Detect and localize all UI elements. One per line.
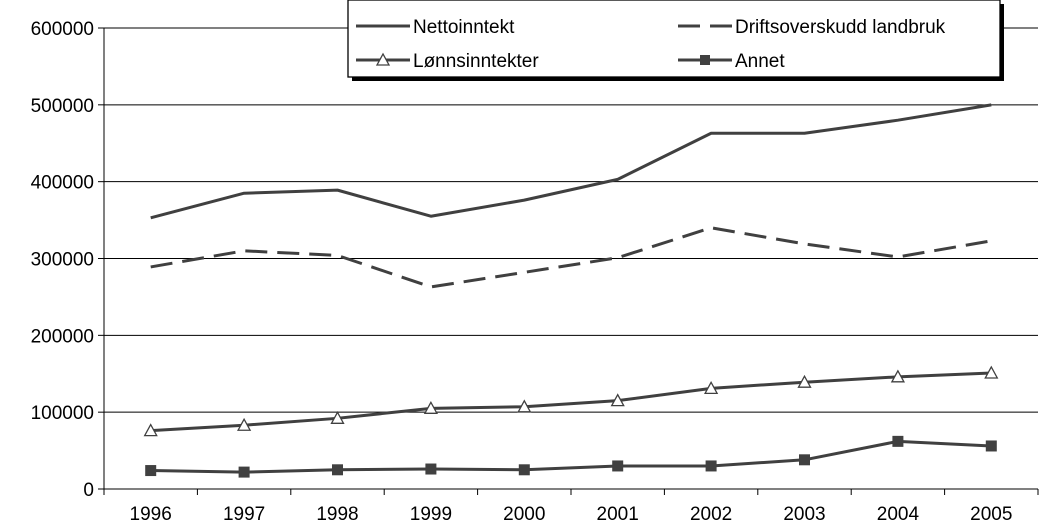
- x-tick-label: 2005: [970, 504, 1012, 525]
- y-tick-label: 0: [83, 480, 94, 501]
- data-point-triangle: [143, 423, 158, 437]
- y-tick-label: 400000: [31, 173, 94, 194]
- data-point-square: [425, 463, 437, 475]
- x-tick-label: 1998: [316, 504, 358, 525]
- axes: 0 100000 200000 300000 400000 500000 600000 199…: [31, 19, 1039, 525]
- legend-label: Driftsoverskudd landbruk: [735, 17, 946, 38]
- data-point-square: [518, 464, 530, 476]
- data-point-triangle: [797, 374, 812, 388]
- data-point-square: [238, 466, 250, 478]
- data-point-triangle: [330, 410, 345, 424]
- data-point-square: [985, 440, 997, 452]
- series-line-3: [150, 439, 992, 474]
- data-point-square: [892, 435, 904, 447]
- y-tick-label: 300000: [31, 250, 94, 271]
- x-tick-label: 2000: [503, 504, 545, 525]
- y-tick-label: 100000: [31, 403, 94, 424]
- data-point-square: [612, 460, 624, 472]
- data-point-triangle: [890, 369, 905, 383]
- x-tick-label: 2004: [877, 504, 920, 525]
- y-tick-label: 600000: [31, 19, 94, 40]
- series-line-0: [150, 103, 992, 220]
- data-point-triangle: [704, 380, 719, 394]
- x-tick-label: 2002: [690, 504, 732, 525]
- legend-label: Annet: [735, 51, 785, 72]
- x-tick-label: 2003: [783, 504, 825, 525]
- data-point-triangle: [517, 399, 532, 413]
- x-tick-label: 2001: [597, 504, 639, 525]
- x-tick-label: 1997: [223, 504, 265, 525]
- series-line-1: [150, 226, 992, 289]
- data-point-triangle: [423, 400, 438, 414]
- legend-marker-triangle: [375, 52, 391, 66]
- data-point-square: [332, 464, 343, 476]
- series-group: [143, 103, 999, 478]
- data-point-triangle: [237, 417, 252, 431]
- data-point-square: [705, 460, 717, 472]
- gridlines: [104, 27, 1038, 413]
- series-line-2: [150, 371, 992, 433]
- x-tick-label: 1996: [130, 504, 172, 525]
- legend-marker-square: [700, 55, 710, 65]
- legend-label: Lønnsinntekter: [413, 51, 539, 72]
- legend-box: [347, 0, 1001, 78]
- data-point-square: [799, 454, 810, 466]
- y-tick-label: 200000: [31, 326, 94, 347]
- x-tick-label: 1999: [410, 504, 452, 525]
- legend-label: Nettoinntekt: [413, 17, 515, 38]
- legend: Nettoinntekt Driftsoverskudd landbruk Lønn…: [347, 0, 1004, 81]
- data-point-triangle: [984, 365, 999, 379]
- data-point-triangle: [610, 393, 625, 407]
- data-point-square: [145, 465, 157, 477]
- y-tick-label: 500000: [31, 96, 94, 117]
